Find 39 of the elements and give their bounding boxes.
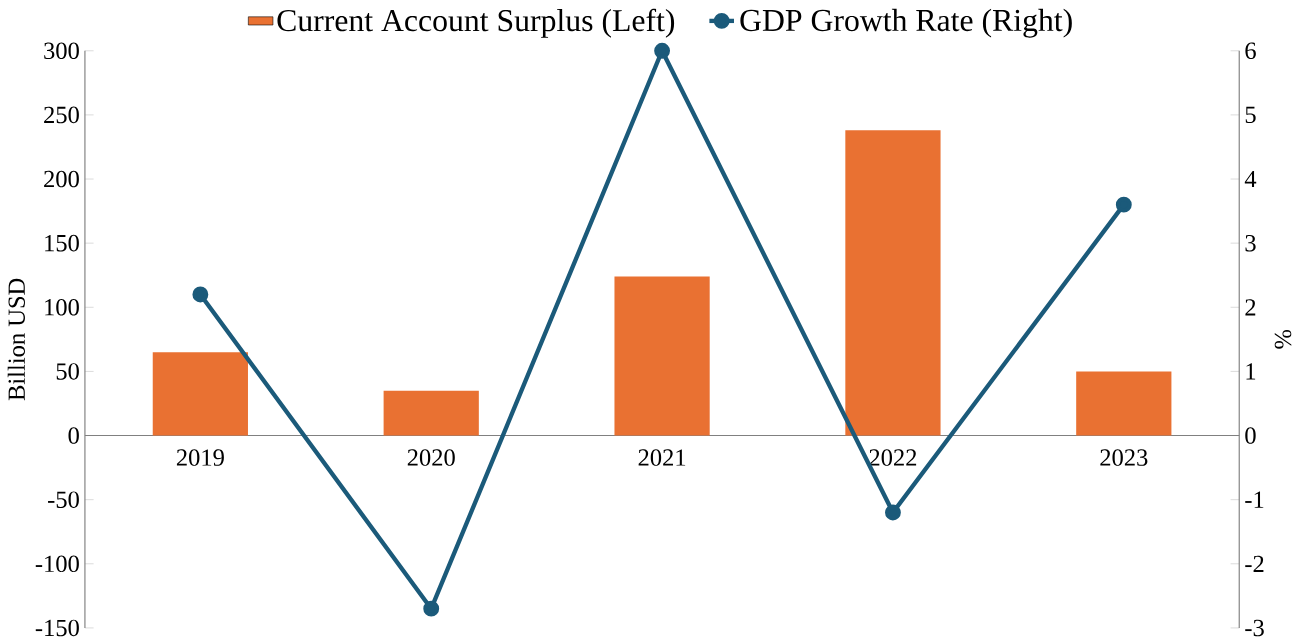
y-axis-title: Billion USD [7, 278, 25, 401]
bar [845, 130, 941, 436]
y2-axis-title: % [1274, 330, 1292, 349]
y2-tick-label: 2 [1245, 299, 1256, 316]
x-tick-label: 2022 [869, 449, 917, 466]
legend-label: Current Account Surplus (Left) [277, 8, 675, 38]
y2-tick-label: 5 [1245, 106, 1256, 124]
y-tick-label: 300 [44, 42, 79, 60]
x-tick-label: 2020 [407, 449, 455, 466]
y2-tick-label: -3 [1245, 619, 1264, 637]
legend-label: GDP Growth Rate (Right) [740, 8, 1072, 38]
x-tick-label: 2021 [638, 449, 686, 466]
point [1115, 196, 1132, 213]
y2-tick-label: -2 [1245, 555, 1264, 572]
bar [614, 276, 710, 436]
y2-tick-label: 0 [1245, 427, 1256, 444]
y-tick-label: 50 [56, 363, 79, 380]
y-tick-label: -100 [35, 555, 79, 573]
y2-tick-label: -1 [1245, 491, 1264, 508]
y-tick-label: 200 [44, 170, 79, 188]
point [423, 600, 440, 617]
bar [152, 352, 248, 436]
y2-tick-label: 6 [1245, 42, 1256, 60]
bar [1076, 371, 1172, 436]
point [654, 42, 671, 59]
y2-tick-label: 1 [1246, 363, 1256, 380]
y-tick-label: 0 [68, 427, 79, 444]
y-tick-label: -150 [35, 619, 79, 637]
y-tick-label: -50 [48, 491, 79, 508]
point [192, 286, 209, 303]
y-tick-label: 150 [45, 234, 79, 252]
y2-tick-label: 3 [1245, 234, 1256, 252]
point [885, 504, 901, 521]
y2-tick-label: 4 [1244, 171, 1257, 188]
x-tick-label: 2019 [176, 449, 224, 466]
bar [383, 390, 479, 436]
y-tick-label: 100 [45, 299, 79, 316]
y-tick-label: 250 [44, 106, 79, 124]
x-tick-label: 2023 [1100, 449, 1148, 466]
